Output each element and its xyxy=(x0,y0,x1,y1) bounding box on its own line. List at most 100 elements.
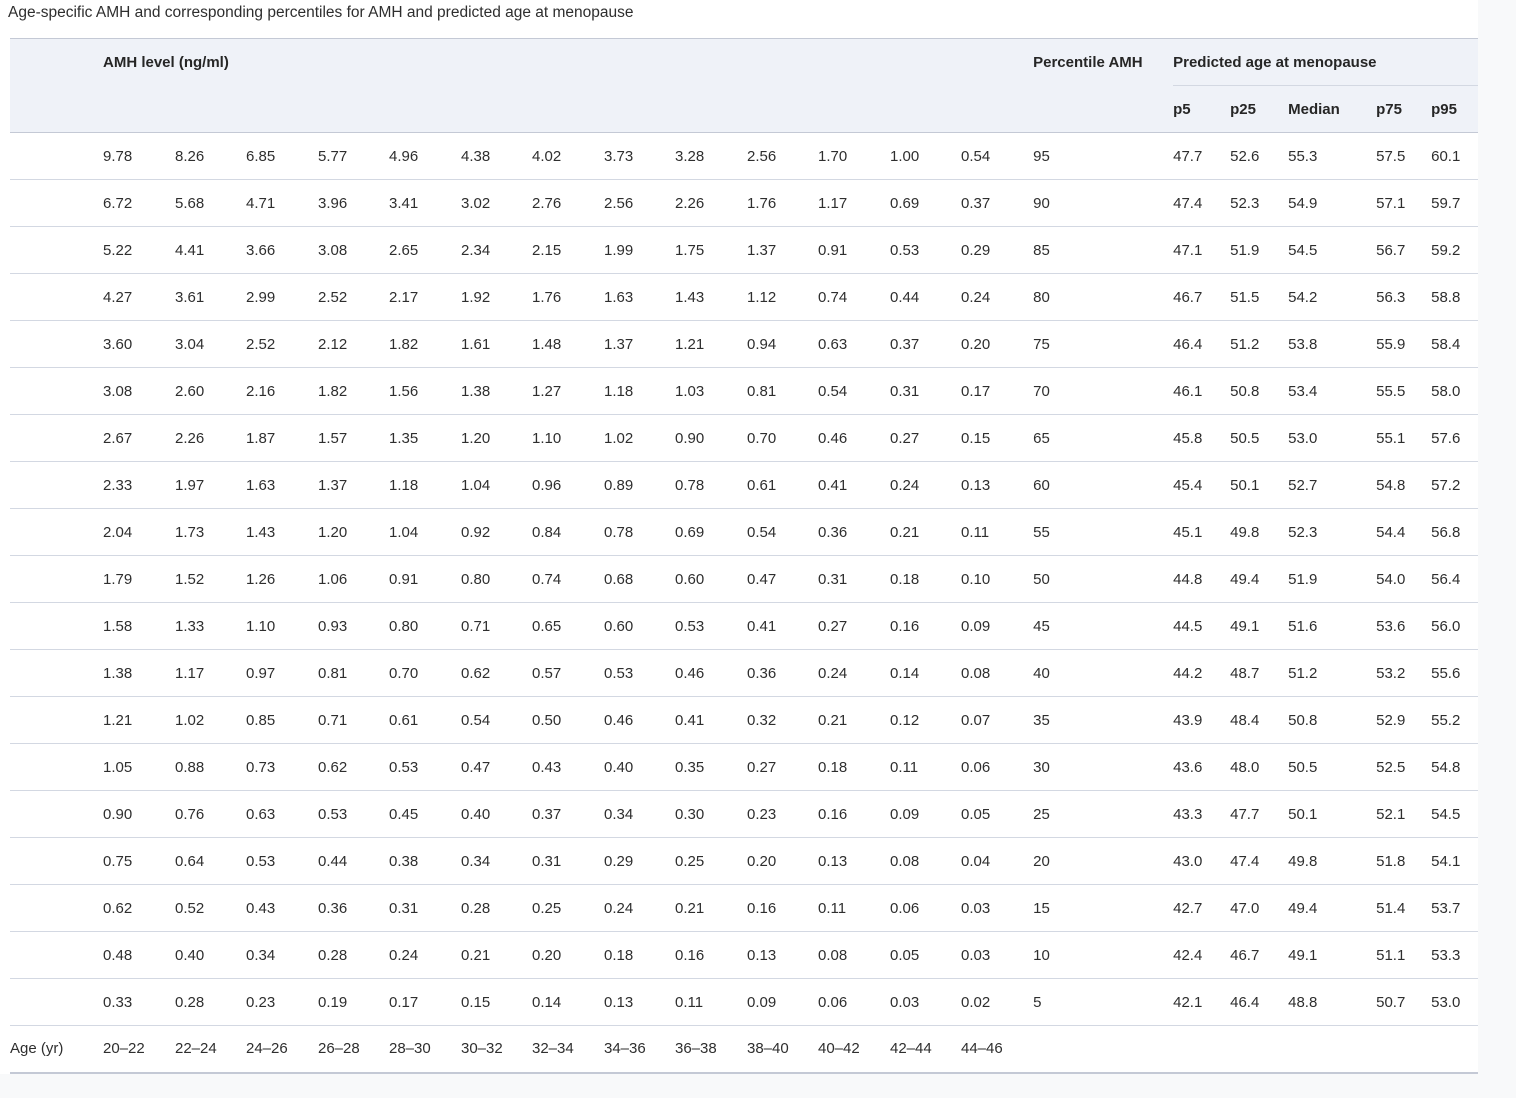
predicted-age-cell: 49.4 xyxy=(1230,555,1289,603)
empty-cell xyxy=(1431,1025,1479,1074)
predicted-age-cell: 53.8 xyxy=(1288,320,1377,368)
amh-value-cell: 0.41 xyxy=(675,696,747,744)
age-row-label-cell: Age (yr) xyxy=(10,1025,103,1074)
amh-value-cell: 3.73 xyxy=(604,132,675,180)
amh-value-cell: 0.53 xyxy=(890,226,961,274)
percentile-value-cell: 55 xyxy=(1033,508,1174,556)
amh-value-cell: 1.57 xyxy=(318,414,389,462)
amh-value-cell: 0.16 xyxy=(675,931,747,979)
amh-value-cell: 0.44 xyxy=(318,837,389,885)
row-label-cell xyxy=(10,179,103,227)
amh-value-cell: 0.65 xyxy=(532,602,604,650)
predicted-age-cell: 45.4 xyxy=(1173,461,1231,509)
amh-value-cell: 0.40 xyxy=(175,931,246,979)
amh-value-cell: 1.17 xyxy=(175,649,246,697)
amh-value-cell: 5.77 xyxy=(318,132,389,180)
predicted-age-cell: 50.8 xyxy=(1230,367,1289,415)
table-row: 9.78 8.26 6.85 5.77 4.96 4.38 4.02 3.73 3.28 2.56… xyxy=(10,132,1479,180)
amh-value-cell: 1.61 xyxy=(461,320,532,368)
amh-value-cell: 0.70 xyxy=(389,649,461,697)
percentile-value-cell: 80 xyxy=(1033,273,1174,321)
amh-value-cell: 2.17 xyxy=(389,273,461,321)
table-title: Age-specific AMH and corresponding perce… xyxy=(8,4,634,21)
table-row: 1.21 1.02 0.85 0.71 0.61 0.54 0.50 0.46 0.41 0.32… xyxy=(10,696,1479,744)
amh-value-cell: 0.24 xyxy=(389,931,461,979)
amh-value-cell: 1.05 xyxy=(103,743,175,791)
age-group-cell: 30–32 xyxy=(461,1025,532,1074)
predicted-age-cell: 47.4 xyxy=(1230,837,1289,885)
amh-value-cell: 1.02 xyxy=(175,696,246,744)
amh-value-cell: 0.54 xyxy=(461,696,532,744)
age-group-row: Age (yr) 20–22 22–24 24–26 26–28 28–30 30–32 32… xyxy=(10,1025,1479,1074)
amh-value-cell: 0.25 xyxy=(532,884,604,932)
predicted-age-cell: 53.6 xyxy=(1376,602,1432,650)
amh-value-cell: 0.36 xyxy=(318,884,389,932)
amh-value-cell: 0.69 xyxy=(890,179,961,227)
amh-value-cell: 0.74 xyxy=(818,273,890,321)
row-label-cell xyxy=(10,508,103,556)
amh-value-cell: 0.93 xyxy=(318,602,389,650)
amh-value-cell: 4.38 xyxy=(461,132,532,180)
amh-value-cell: 0.40 xyxy=(461,790,532,838)
predicted-age-cell: 47.7 xyxy=(1230,790,1289,838)
amh-value-cell: 3.60 xyxy=(103,320,175,368)
predicted-age-cell: 54.2 xyxy=(1288,273,1377,321)
percentile-value-cell: 90 xyxy=(1033,179,1174,227)
percentile-value-cell: 45 xyxy=(1033,602,1174,650)
predicted-age-cell: 50.7 xyxy=(1376,978,1432,1026)
row-label-cell xyxy=(10,273,103,321)
amh-value-cell: 8.26 xyxy=(175,132,246,180)
age-group-cell: 28–30 xyxy=(389,1025,461,1074)
amh-value-cell: 3.61 xyxy=(175,273,246,321)
row-label-cell xyxy=(10,649,103,697)
amh-value-cell: 0.34 xyxy=(246,931,318,979)
amh-value-cell: 1.92 xyxy=(461,273,532,321)
amh-value-cell: 0.27 xyxy=(818,602,890,650)
amh-value-cell: 0.24 xyxy=(961,273,1034,321)
amh-value-cell: 3.96 xyxy=(318,179,389,227)
row-label-cell xyxy=(10,602,103,650)
amh-value-cell: 1.58 xyxy=(103,602,175,650)
predicted-age-cell: 57.1 xyxy=(1376,179,1432,227)
predicted-age-cell: 46.4 xyxy=(1230,978,1289,1026)
predicted-age-cell: 51.2 xyxy=(1288,649,1377,697)
amh-value-cell: 0.47 xyxy=(747,555,818,603)
amh-value-cell: 0.40 xyxy=(604,743,675,791)
amh-value-cell: 0.43 xyxy=(246,884,318,932)
predicted-age-cell: 54.0 xyxy=(1376,555,1432,603)
predicted-age-cell: 46.4 xyxy=(1173,320,1231,368)
predicted-age-cell: 49.8 xyxy=(1288,837,1377,885)
amh-value-cell: 0.04 xyxy=(961,837,1034,885)
predicted-age-cell: 56.7 xyxy=(1376,226,1432,274)
predicted-age-cell: 46.7 xyxy=(1230,931,1289,979)
table-row: 3.60 3.04 2.52 2.12 1.82 1.61 1.48 1.37 1.21 0.94… xyxy=(10,320,1479,368)
amh-value-cell: 0.03 xyxy=(961,884,1034,932)
predicted-age-cell: 51.2 xyxy=(1230,320,1289,368)
amh-value-cell: 0.85 xyxy=(246,696,318,744)
amh-value-cell: 0.29 xyxy=(961,226,1034,274)
amh-value-cell: 0.20 xyxy=(961,320,1034,368)
amh-value-cell: 0.14 xyxy=(890,649,961,697)
predicted-age-cell: 58.0 xyxy=(1431,367,1479,415)
predicted-age-cell: 56.3 xyxy=(1376,273,1432,321)
empty-cell xyxy=(1033,1025,1174,1074)
percentile-value-cell: 50 xyxy=(1033,555,1174,603)
amh-value-cell: 2.04 xyxy=(103,508,175,556)
percentile-value-cell: 5 xyxy=(1033,978,1174,1026)
header-spacer xyxy=(1033,85,1174,133)
amh-value-cell: 0.80 xyxy=(389,602,461,650)
table-row: 2.04 1.73 1.43 1.20 1.04 0.92 0.84 0.78 0.69 0.54… xyxy=(10,508,1479,556)
header-amh-group: AMH level (ng/ml) xyxy=(103,38,1034,86)
table-row: 0.90 0.76 0.63 0.53 0.45 0.40 0.37 0.34 0.30 0.23… xyxy=(10,790,1479,838)
percentile-value-cell: 85 xyxy=(1033,226,1174,274)
amh-value-cell: 0.90 xyxy=(103,790,175,838)
predicted-age-cell: 42.4 xyxy=(1173,931,1231,979)
amh-value-cell: 0.03 xyxy=(961,931,1034,979)
predicted-age-cell: 50.8 xyxy=(1288,696,1377,744)
predicted-age-cell: 55.9 xyxy=(1376,320,1432,368)
predicted-age-cell: 60.1 xyxy=(1431,132,1479,180)
amh-value-cell: 0.62 xyxy=(103,884,175,932)
amh-value-cell: 4.41 xyxy=(175,226,246,274)
amh-value-cell: 0.09 xyxy=(890,790,961,838)
